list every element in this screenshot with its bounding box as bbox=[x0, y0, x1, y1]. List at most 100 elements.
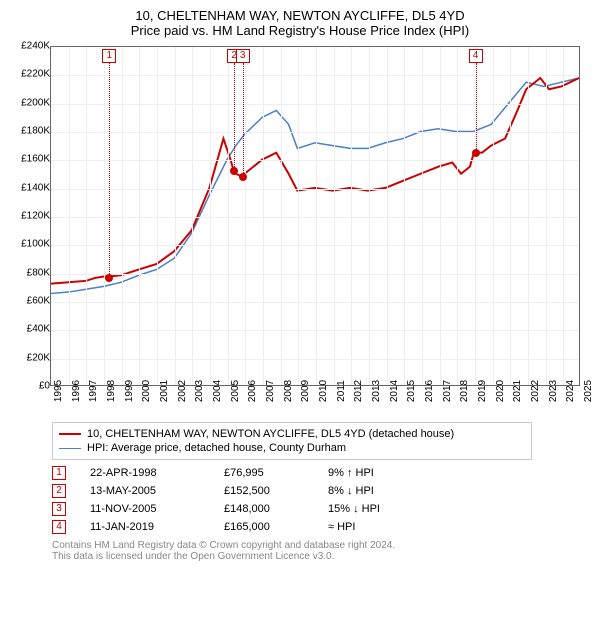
gridline-h bbox=[51, 160, 579, 161]
transaction-row: 4 11-JAN-2019 £165,000 ≈ HPI bbox=[52, 518, 590, 536]
marker-box: 4 bbox=[469, 49, 483, 63]
gridline-v bbox=[457, 47, 458, 385]
gridline-v bbox=[510, 47, 511, 385]
transaction-marker: 4 bbox=[52, 520, 66, 534]
y-axis-label: £140K bbox=[21, 182, 50, 193]
x-axis-label: 1996 bbox=[71, 380, 82, 402]
x-axis-label: 2008 bbox=[283, 380, 294, 402]
x-axis-label: 2009 bbox=[300, 380, 311, 402]
gridline-h bbox=[51, 104, 579, 105]
transactions-table: 122-APR-1998£76,9959% ↑ HPI213-MAY-2005£… bbox=[52, 464, 590, 536]
gridline-v bbox=[546, 47, 547, 385]
transaction-marker: 3 bbox=[52, 502, 66, 516]
gridline-v bbox=[139, 47, 140, 385]
marker-box: 1 bbox=[102, 49, 116, 63]
gridline-v bbox=[263, 47, 264, 385]
transaction-diff: 9% ↑ HPI bbox=[328, 467, 448, 479]
gridline-v bbox=[316, 47, 317, 385]
gridline-v bbox=[210, 47, 211, 385]
gridline-h bbox=[51, 132, 579, 133]
y-axis-label: £100K bbox=[21, 239, 50, 250]
legend-label: 10, CHELTENHAM WAY, NEWTON AYCLIFFE, DL5… bbox=[87, 428, 454, 440]
footer-line-1: Contains HM Land Registry data © Crown c… bbox=[52, 540, 590, 551]
gridline-h bbox=[51, 359, 579, 360]
gridline-v bbox=[422, 47, 423, 385]
x-axis-label: 2022 bbox=[530, 380, 541, 402]
gridline-v bbox=[528, 47, 529, 385]
x-axis-label: 2004 bbox=[212, 380, 223, 402]
x-axis-label: 2011 bbox=[336, 380, 347, 402]
x-axis-label: 2021 bbox=[512, 380, 523, 402]
y-axis-label: £160K bbox=[21, 154, 50, 165]
marker-line bbox=[476, 63, 477, 153]
gridline-h bbox=[51, 245, 579, 246]
transaction-date: 11-NOV-2005 bbox=[90, 503, 200, 515]
x-axis-label: 2016 bbox=[424, 380, 435, 402]
y-axis-label: £220K bbox=[21, 69, 50, 80]
chart-container: 10, CHELTENHAM WAY, NEWTON AYCLIFFE, DL5… bbox=[0, 0, 600, 620]
x-axis-label: 2025 bbox=[583, 380, 594, 402]
footer: Contains HM Land Registry data © Crown c… bbox=[52, 540, 590, 562]
x-axis-label: 2018 bbox=[459, 380, 470, 402]
x-axis-label: 2007 bbox=[265, 380, 276, 402]
gridline-h bbox=[51, 217, 579, 218]
x-axis-label: 2002 bbox=[177, 380, 188, 402]
gridline-v bbox=[369, 47, 370, 385]
marker-line bbox=[109, 63, 110, 278]
x-axis-label: 2003 bbox=[194, 380, 205, 402]
gridline-v bbox=[387, 47, 388, 385]
transaction-date: 11-JAN-2019 bbox=[90, 521, 200, 533]
x-axis-label: 2017 bbox=[442, 380, 453, 402]
gridline-v bbox=[69, 47, 70, 385]
plot-region: 1234 bbox=[50, 46, 580, 386]
legend-label: HPI: Average price, detached house, Coun… bbox=[87, 442, 346, 454]
marker-line bbox=[243, 63, 244, 177]
transaction-marker: 2 bbox=[52, 484, 66, 498]
legend-swatch bbox=[59, 433, 81, 435]
legend-swatch bbox=[59, 448, 81, 449]
gridline-h bbox=[51, 274, 579, 275]
gridline-v bbox=[228, 47, 229, 385]
y-axis-label: £240K bbox=[21, 41, 50, 52]
line-layer bbox=[51, 47, 579, 385]
marker-dot bbox=[105, 274, 113, 282]
gridline-h bbox=[51, 189, 579, 190]
y-axis-label: £20K bbox=[27, 352, 50, 363]
gridline-v bbox=[175, 47, 176, 385]
x-axis-label: 2000 bbox=[141, 380, 152, 402]
transaction-price: £152,500 bbox=[224, 485, 304, 497]
series-line bbox=[51, 78, 579, 293]
gridline-v bbox=[298, 47, 299, 385]
x-axis-label: 2005 bbox=[230, 380, 241, 402]
y-axis-label: £200K bbox=[21, 97, 50, 108]
series-line bbox=[51, 78, 579, 284]
marker-dot bbox=[230, 167, 238, 175]
x-axis-label: 2024 bbox=[565, 380, 576, 402]
x-axis-label: 1995 bbox=[53, 380, 64, 402]
gridline-v bbox=[493, 47, 494, 385]
marker-box: 3 bbox=[236, 49, 250, 63]
gridline-v bbox=[334, 47, 335, 385]
gridline-v bbox=[86, 47, 87, 385]
transaction-diff: 8% ↓ HPI bbox=[328, 485, 448, 497]
x-axis-label: 2006 bbox=[247, 380, 258, 402]
x-axis-label: 1998 bbox=[106, 380, 117, 402]
gridline-h bbox=[51, 75, 579, 76]
transaction-marker: 1 bbox=[52, 466, 66, 480]
legend-item: 10, CHELTENHAM WAY, NEWTON AYCLIFFE, DL5… bbox=[59, 427, 525, 441]
legend-item: HPI: Average price, detached house, Coun… bbox=[59, 441, 525, 455]
transaction-diff: ≈ HPI bbox=[328, 521, 448, 533]
y-axis-label: £0 bbox=[39, 381, 50, 392]
gridline-h bbox=[51, 330, 579, 331]
x-axis-label: 2020 bbox=[495, 380, 506, 402]
gridline-v bbox=[440, 47, 441, 385]
chart-area: 1234 £0£20K£40K£60K£80K£100K£120K£140K£1… bbox=[10, 46, 590, 416]
gridline-v bbox=[245, 47, 246, 385]
chart-subtitle: Price paid vs. HM Land Registry's House … bbox=[10, 23, 590, 38]
footer-line-2: This data is licensed under the Open Gov… bbox=[52, 551, 590, 562]
transaction-price: £165,000 bbox=[224, 521, 304, 533]
chart-title: 10, CHELTENHAM WAY, NEWTON AYCLIFFE, DL5… bbox=[10, 8, 590, 23]
transaction-row: 122-APR-1998£76,9959% ↑ HPI bbox=[52, 464, 590, 482]
marker-dot bbox=[472, 149, 480, 157]
y-axis-label: £180K bbox=[21, 126, 50, 137]
